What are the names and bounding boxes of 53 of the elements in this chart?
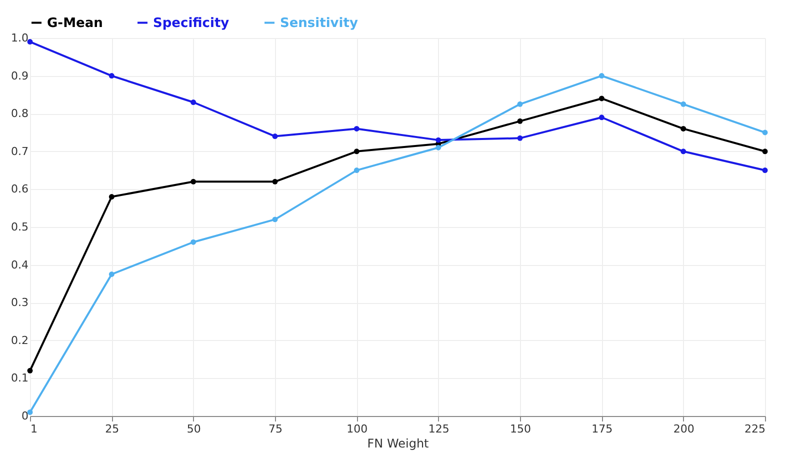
x-tick-label: 200 <box>673 422 694 436</box>
point <box>190 239 196 245</box>
x-tick-label: 1 <box>30 422 38 436</box>
y-tick-label: 0.9 <box>11 69 28 82</box>
y-tick-label: 0.8 <box>11 107 28 120</box>
y-tick-label: 0.6 <box>11 182 28 196</box>
x-tick-label: 100 <box>346 422 368 436</box>
y-tick-label: 0.7 <box>11 144 28 158</box>
y-tick-label: 0.1 <box>11 372 28 385</box>
point <box>436 144 442 150</box>
y-tick-label: 0.2 <box>11 334 28 347</box>
point <box>27 39 33 45</box>
point <box>762 130 768 136</box>
point <box>190 100 196 105</box>
point <box>354 168 360 174</box>
point <box>272 216 278 222</box>
point <box>517 118 523 124</box>
point <box>27 368 33 374</box>
point <box>436 137 442 143</box>
point <box>108 272 114 277</box>
x-tick-label: 175 <box>592 422 613 436</box>
legend-label: G-Mean <box>47 16 103 31</box>
x-tick-label: 25 <box>105 422 120 436</box>
x-tick-label: 50 <box>186 422 201 436</box>
x-tick-label: 150 <box>510 422 531 436</box>
legend-label: Sensitivity <box>280 16 358 31</box>
point <box>272 134 278 140</box>
point <box>680 101 686 107</box>
point <box>762 148 768 154</box>
point <box>762 168 768 174</box>
point <box>598 114 604 120</box>
y-tick-label: 1.0 <box>11 32 28 44</box>
point <box>517 135 523 141</box>
x-tick-label: 225 <box>744 422 766 436</box>
point <box>272 178 278 184</box>
x-tick-label: 75 <box>268 422 282 436</box>
point <box>354 148 360 154</box>
y-tick-label: 0 <box>22 410 28 422</box>
y-tick-label: 0.5 <box>11 220 28 234</box>
point <box>108 73 114 79</box>
point <box>598 73 604 79</box>
y-tick-label: 0.3 <box>11 296 28 310</box>
point <box>190 178 196 184</box>
x-tick-label: 125 <box>428 422 450 436</box>
point <box>680 126 686 132</box>
y-tick-label: 0.4 <box>11 258 28 272</box>
point <box>517 101 523 107</box>
legend-label: Specificity <box>153 16 230 31</box>
x-axis-title: FN Weight <box>367 436 430 450</box>
point <box>680 148 686 154</box>
point <box>354 126 360 132</box>
point <box>598 96 604 102</box>
point <box>108 194 114 200</box>
